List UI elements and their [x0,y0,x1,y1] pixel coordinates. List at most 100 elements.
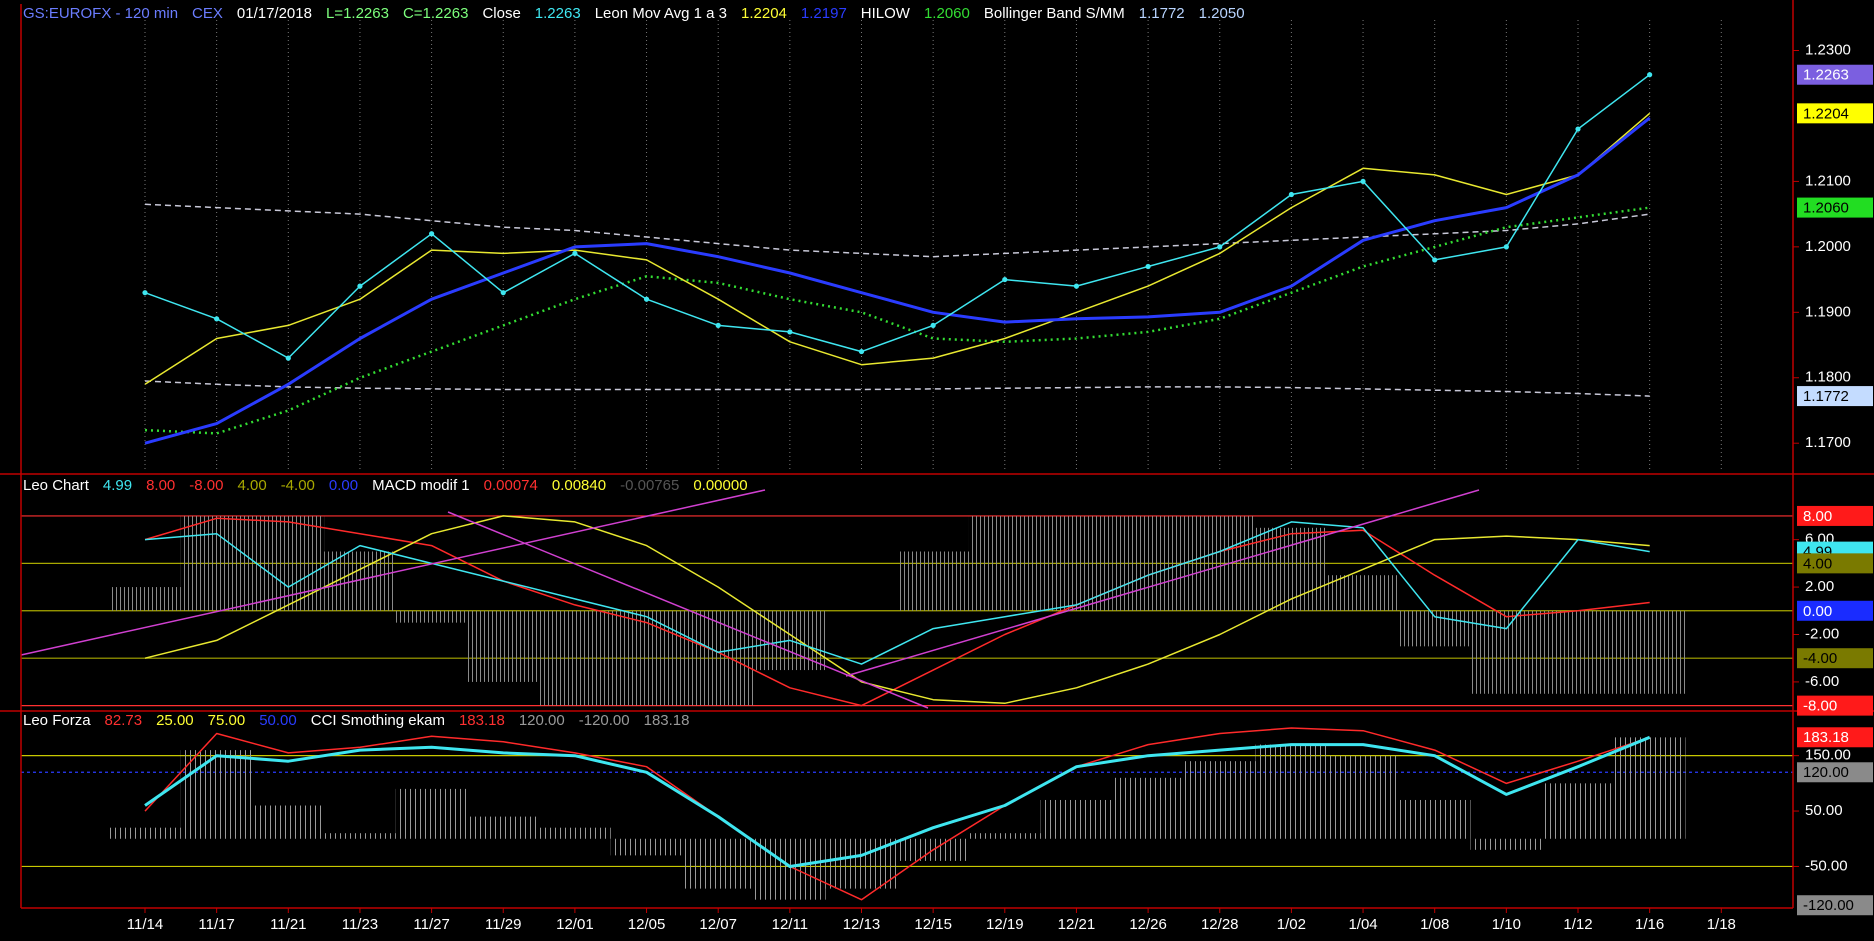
legend-text: -0.00765 [620,477,679,494]
legend-text: 183.18 [459,712,505,729]
legend-text: 25.00 [156,712,194,729]
series-line [144,74,1651,359]
histogram-bar [897,551,969,611]
histogram-bar [1542,610,1614,694]
legend-text: 8.00 [146,477,175,494]
value-box [1797,505,1873,526]
histogram-bar [252,515,325,611]
y-tick-label: 1.1700 [1805,434,1851,451]
x-tick-label: 12/26 [1129,916,1167,933]
histogram-bar [1398,799,1471,839]
histogram-bar [610,838,683,856]
value-box [1797,895,1873,916]
histogram-bar [1613,610,1686,694]
panel [21,727,1793,901]
histogram-bar [1112,777,1184,839]
legend-text: -8.00 [189,477,223,494]
x-tick-label: 1/16 [1635,916,1664,933]
histogram-bar [968,833,1041,839]
value-box-label: 4.00 [1803,555,1832,572]
series-line [144,206,1650,435]
value-box [1797,197,1873,218]
legend-text: HILOW [861,5,911,22]
value-box-label: 8.00 [1803,508,1832,525]
point-marker [1145,263,1151,270]
legend-text: 4.99 [103,477,132,494]
point-marker [643,296,650,302]
legend-text: 50.00 [259,712,297,729]
legend-text: Leon Mov Avg 1 a 3 [595,5,727,22]
point-marker [1432,257,1438,263]
x-tick-label: 1/18 [1707,916,1736,933]
legend-text: 0.00000 [693,477,747,494]
value-box [1797,553,1873,574]
value-box [1797,762,1873,783]
histogram-bar [1183,515,1256,611]
histogram-bar [467,816,540,839]
value-box-label: 1.2204 [1803,105,1849,122]
series-line [144,727,1650,901]
y-tick-label: 1.1900 [1805,303,1851,320]
y-tick-label: 150.00 [1805,747,1851,764]
y-tick-label: 50.00 [1805,802,1843,819]
value-box [1797,648,1873,669]
histogram-bar [180,750,253,839]
y-tick-label: 1.2300 [1805,41,1851,58]
point-marker [1073,283,1080,289]
legend-text: MACD modif 1 [372,477,470,494]
histogram-bar [1542,783,1614,839]
series-line [144,515,1650,705]
x-tick-label: 11/27 [413,916,449,933]
trend-lines [20,489,1480,709]
value-box-label: -120.00 [1803,897,1854,914]
x-tick-label: 11/23 [342,916,378,933]
legend-text: 01/17/2018 [237,5,312,22]
legend-text: 1.2050 [1199,5,1245,22]
histogram-bar [1040,515,1113,611]
x-tick-label: 1/08 [1420,916,1449,933]
legend-text: Close [482,5,520,22]
legend-text: 1.2060 [924,5,970,22]
legend-text: C=1.2263 [403,5,468,22]
trend-line [845,489,1480,677]
point-marker [1217,244,1223,250]
legend-text: Leo Chart [23,477,90,494]
point-marker [500,290,506,296]
x-tick-label: 11/14 [127,916,163,933]
point-marker [930,322,936,328]
series-line [144,517,1650,707]
value-box [1797,695,1873,716]
value-box-label: -8.00 [1803,698,1837,715]
point-marker [285,355,291,361]
histogram-bar [1327,755,1399,839]
histogram-bar [682,838,755,889]
x-tick-label: 1/12 [1563,916,1592,933]
x-tick-label: 12/07 [699,916,737,933]
panel [21,515,1793,707]
point-marker [787,329,793,335]
x-tick-label: 1/10 [1492,916,1521,933]
legend-text: -120.00 [579,712,630,729]
histogram-bar [109,827,181,839]
legend-text: 120.00 [519,712,565,729]
value-box [1797,600,1873,621]
legend-text: CEX [192,5,223,22]
x-tick-label: 12/01 [556,916,594,933]
x-tick-label: 11/29 [485,916,521,933]
series-line [144,380,1650,397]
legend-text: 0.00074 [484,477,538,494]
legend-text: 82.73 [105,712,143,729]
legend-text: 0.00 [329,477,358,494]
value-box-label: 1.2263 [1803,67,1849,84]
histogram-bar [324,833,396,839]
histogram-bar [1255,527,1328,611]
point-marker [357,283,363,289]
value-box-label: 1.1772 [1803,388,1849,405]
histogram-bar [1183,761,1256,839]
x-tick-label: 12/21 [1058,916,1096,933]
histogram-bar [1470,610,1543,694]
histogram-bar [1327,575,1399,611]
